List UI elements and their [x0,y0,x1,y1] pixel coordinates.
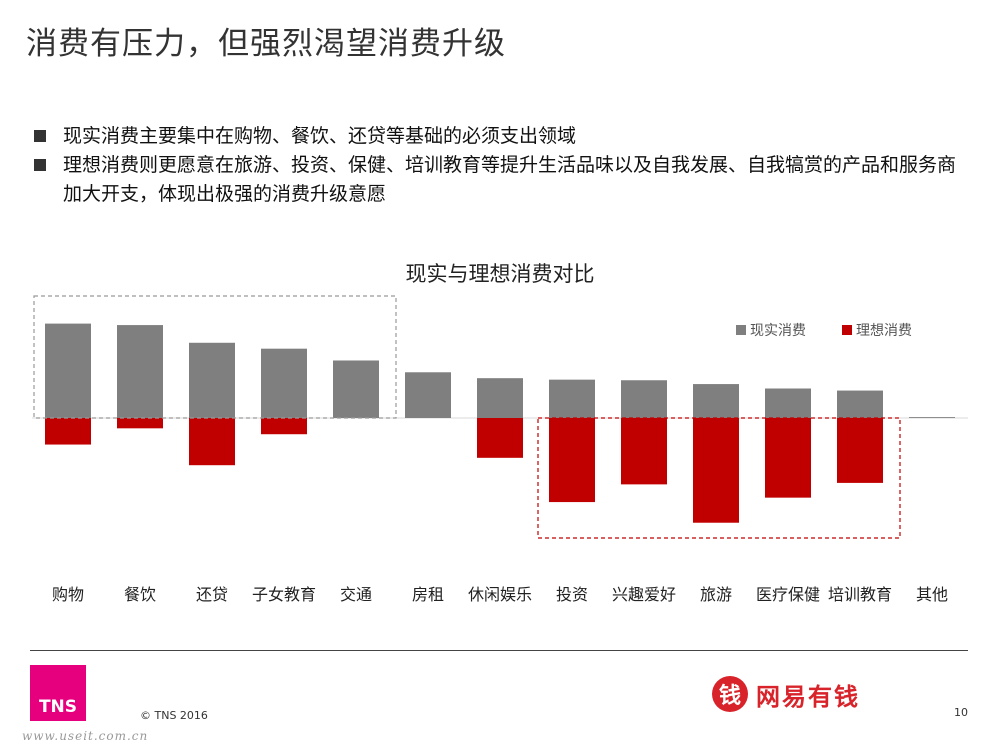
bar-ideal [621,418,667,485]
bar-actual [693,384,739,418]
footer-divider [30,650,968,651]
bullet-text: 理想消费则更愿意在旅游、投资、保健、培训教育等提升生活品味以及自我发展、自我犒赏… [63,154,957,205]
category-label: 培训教育 [828,585,892,604]
bar-actual [837,390,883,418]
bar-actual [909,417,955,418]
brand-logo: 钱 网易有钱 [712,676,860,712]
page-number: 10 [954,706,968,719]
bar-actual [45,323,91,418]
watermark: www.useit.com.cn [22,729,149,743]
bar-actual [405,372,451,418]
bar-ideal [117,418,163,429]
bullet-item: 理想消费则更愿意在旅游、投资、保健、培训教育等提升生活品味以及自我发展、自我犒赏… [32,151,962,209]
legend-swatch [842,325,852,335]
brand-name: 网易有钱 [756,682,860,711]
bullet-list: 现实消费主要集中在购物、餐饮、还贷等基础的必须支出领域 理想消费则更愿意在旅游、… [32,122,962,209]
money-icon: 钱 [712,676,748,712]
category-label: 餐饮 [124,585,156,604]
bar-ideal [837,418,883,483]
bar-ideal [477,418,523,458]
bar-actual [261,348,307,418]
bar-chart: 购物 餐饮 还贷 子女教育 交通 房租 休闲娱乐 投资 兴趣爱好 旅游 医疗保健 培训教育 其他 现实消费… [32,295,968,604]
bar-ideal [261,418,307,435]
category-label: 交通 [340,585,372,604]
category-label: 医疗保健 [756,585,820,604]
highlight-box [33,295,397,419]
category-label: 旅游 [700,585,732,604]
bar-actual [549,379,595,418]
legend-swatch [736,325,746,335]
category-label: 其他 [916,585,948,604]
category-label: 投资 [556,585,588,604]
bar-actual [117,325,163,418]
legend-label: 理想消费 [856,323,912,339]
tns-logo: TNS [30,665,86,721]
category-label: 休闲娱乐 [468,585,532,604]
bar-actual [621,380,667,418]
page-title: 消费有压力，但强烈渴望消费升级 [26,26,506,62]
legend-label: 现实消费 [750,323,806,339]
bar-ideal [765,418,811,498]
category-label: 兴趣爱好 [612,585,676,604]
chart-title: 现实与理想消费对比 [405,262,595,286]
category-label: 子女教育 [252,585,316,604]
bar-actual [189,342,235,418]
bar-ideal [189,418,235,466]
bullet-text: 现实消费主要集中在购物、餐饮、还贷等基础的必须支出领域 [63,125,577,147]
bar-ideal [693,418,739,523]
bar-ideal [549,418,595,503]
copyright: © TNS 2016 [140,709,208,722]
bar-actual [765,388,811,418]
category-label: 还贷 [196,585,228,604]
bullet-square-icon [34,130,46,142]
tns-logo-text: TNS [38,697,78,717]
highlight-box [537,417,901,539]
bar-actual [477,378,523,418]
category-label: 房租 [412,585,444,604]
bar-actual [333,360,379,418]
bullet-square-icon [34,159,46,171]
bar-ideal [45,418,91,445]
category-label: 购物 [52,585,84,604]
bullet-item: 现实消费主要集中在购物、餐饮、还贷等基础的必须支出领域 [32,122,962,151]
